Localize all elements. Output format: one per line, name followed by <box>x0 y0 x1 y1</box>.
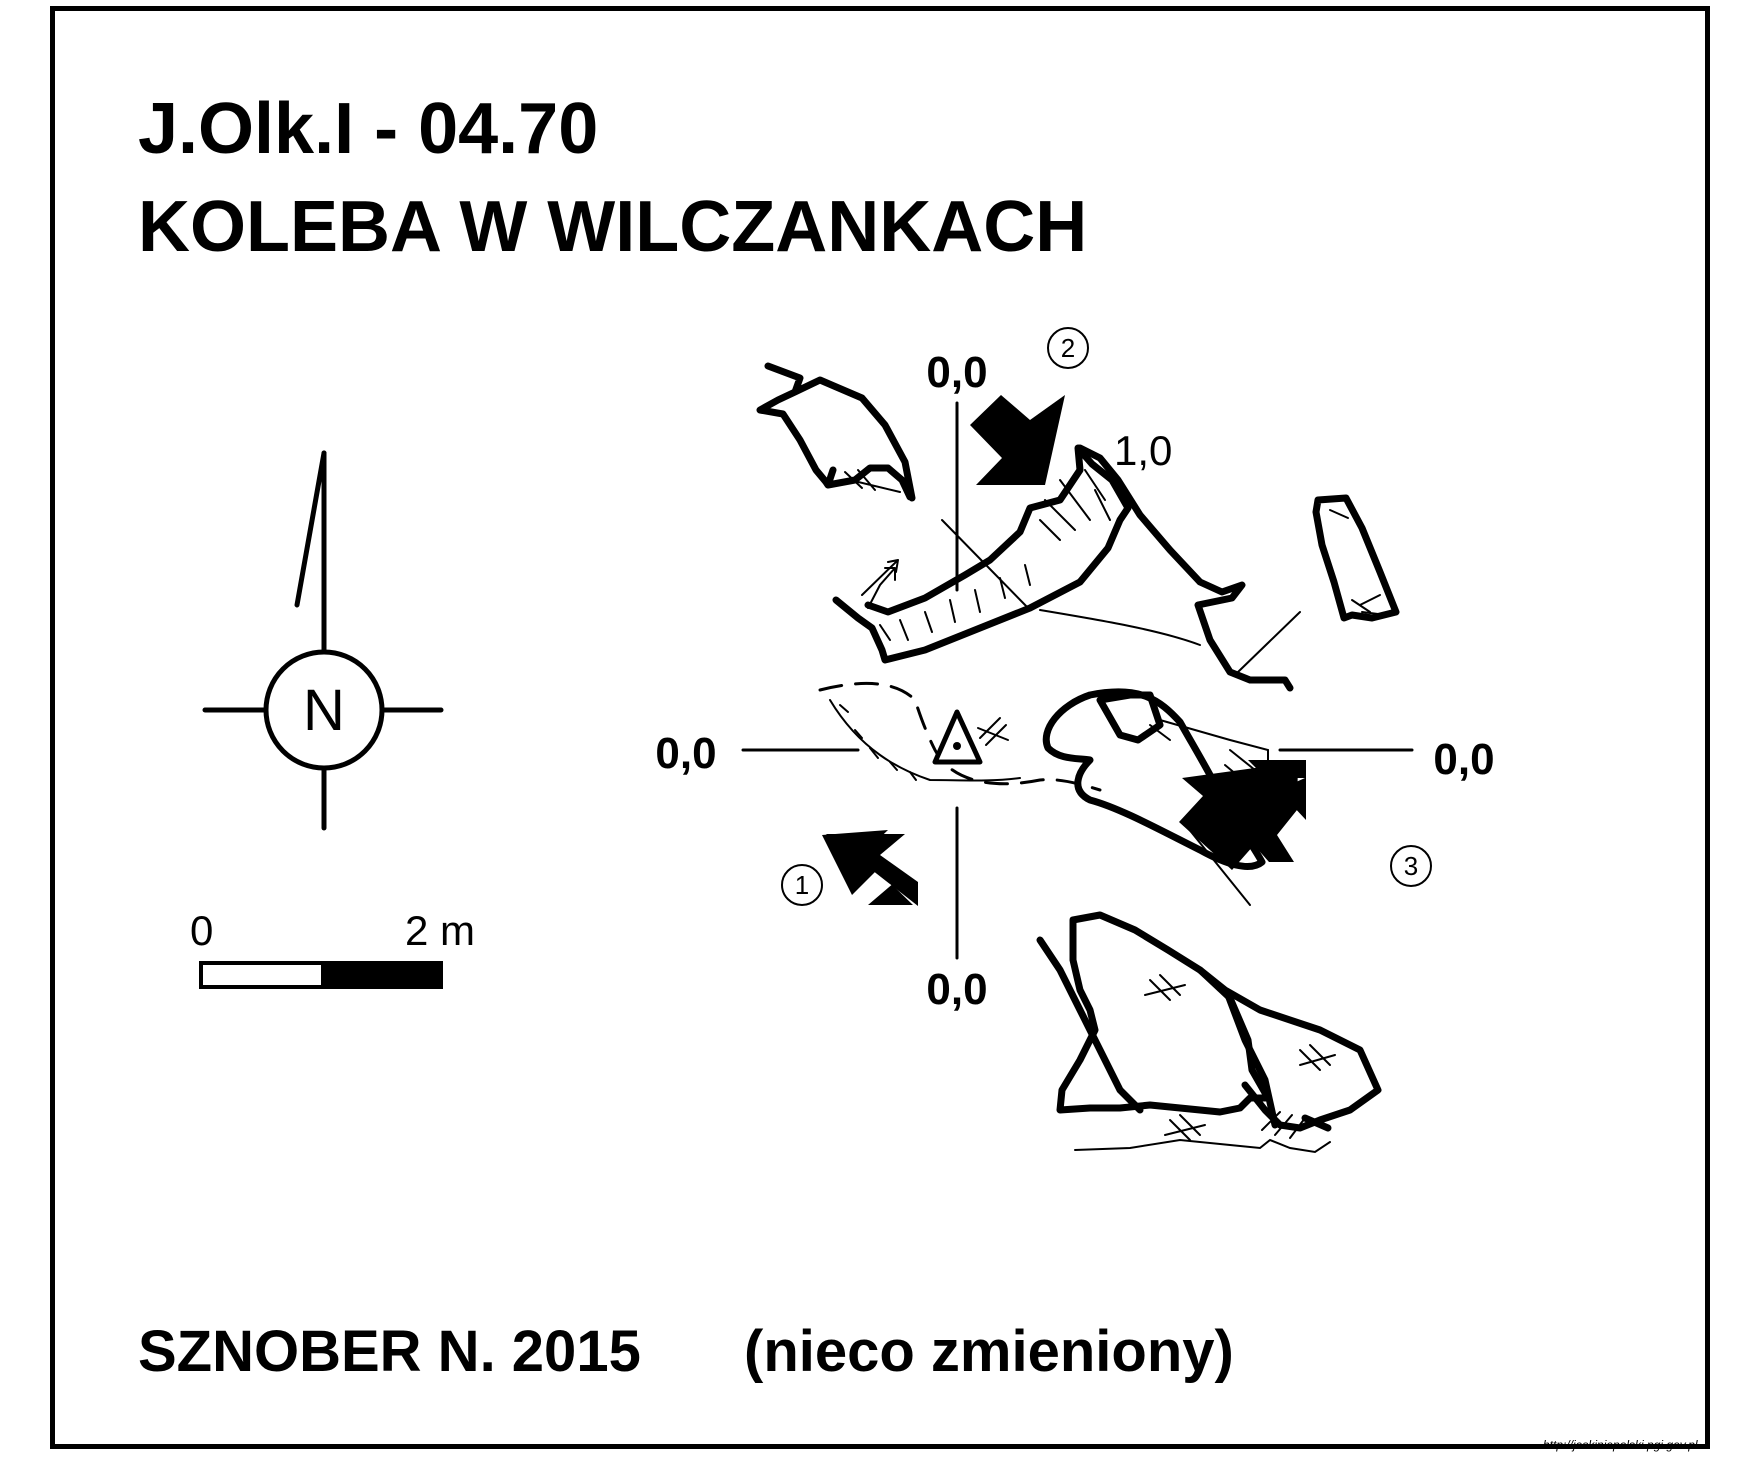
view-marker-3: 3 <box>1390 845 1432 887</box>
view-marker-2-number: 2 <box>1061 333 1075 363</box>
author-credit: SZNOBER N. 2015 <box>138 1319 641 1384</box>
view-arrow-3-icon <box>1179 760 1306 870</box>
scale-start-label: 0 <box>190 907 213 954</box>
rock-boulders-bottom <box>1036 911 1382 1154</box>
author-note: (nieco zmieniony) <box>744 1319 1234 1384</box>
cave-code-title: J.Olk.I - 04.70 <box>138 89 599 169</box>
section-axes <box>741 401 1414 960</box>
cave-passage-upper <box>832 444 1301 692</box>
rock-boulder-top-right <box>1312 494 1400 622</box>
map-frame <box>50 6 1710 1449</box>
view-arrow-2-icon <box>970 395 1065 485</box>
view-marker-2: 2 <box>1047 327 1089 369</box>
survey-point-icon <box>932 709 1009 765</box>
source-url-link[interactable]: http://jaskiniepolski.pgi.gov.pl <box>1543 1438 1698 1452</box>
compass-letter: N <box>303 678 345 743</box>
scale-end-label: 2 m <box>405 907 475 954</box>
view-marker-1: 1 <box>781 864 823 906</box>
elevation-label-right: 0,0 <box>1433 735 1494 784</box>
rock-block-middle-right <box>1042 688 1269 906</box>
view-marker-3-number: 3 <box>1404 851 1418 881</box>
elevation-label-top: 0,0 <box>926 348 987 397</box>
elevation-label-upper: 1,0 <box>1114 427 1172 474</box>
north-arrow-icon: N <box>202 450 444 831</box>
cave-name-title: KOLEBA W WILCZANKACH <box>138 187 1088 267</box>
view-marker-1-number: 1 <box>795 870 809 900</box>
drip-line <box>818 682 1102 792</box>
rock-boulder-top-left <box>756 362 916 502</box>
elevation-label-left: 0,0 <box>655 729 716 778</box>
elevation-label-bottom: 0,0 <box>926 965 987 1014</box>
view-arrow-1-icon <box>822 830 918 906</box>
scale-bar: 0 2 m <box>190 907 475 989</box>
